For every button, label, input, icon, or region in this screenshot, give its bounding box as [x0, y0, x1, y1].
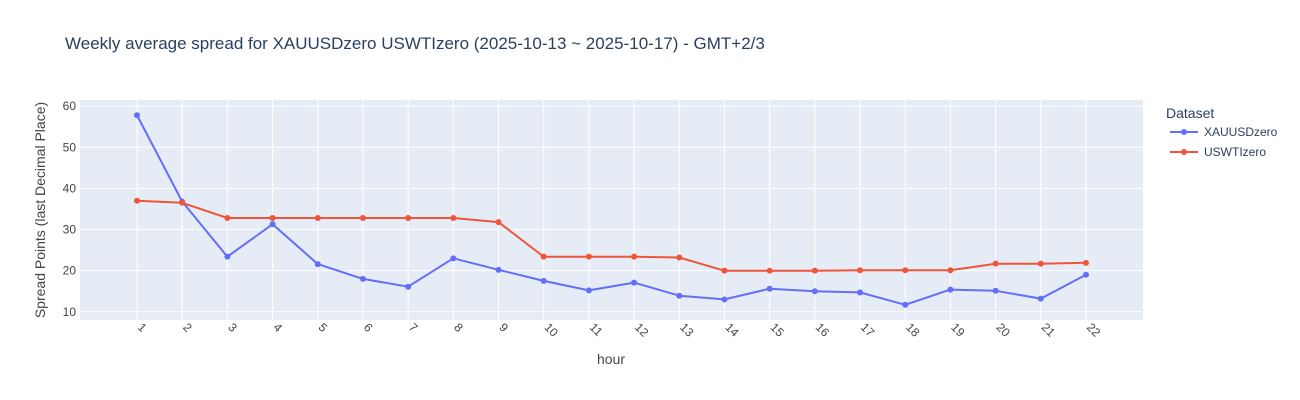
data-point[interactable] — [495, 266, 502, 273]
x-tick-label: 3 — [225, 320, 240, 335]
data-point[interactable] — [314, 215, 321, 222]
data-point[interactable] — [721, 296, 728, 303]
data-point[interactable] — [947, 286, 954, 293]
y-axis-title: Spread Points (last Decimal Place) — [32, 102, 48, 318]
data-point[interactable] — [766, 267, 773, 274]
data-point[interactable] — [992, 287, 999, 294]
data-point[interactable] — [947, 267, 954, 274]
x-tick-label: 11 — [587, 320, 606, 339]
legend[interactable]: Dataset XAUUSDzero USWTIzero — [1166, 105, 1278, 159]
data-point[interactable] — [495, 219, 502, 226]
data-point[interactable] — [721, 267, 728, 274]
x-tick-label: 5 — [316, 320, 331, 335]
data-point[interactable] — [857, 289, 864, 296]
plot-area — [80, 100, 1143, 320]
x-tick-label: 14 — [722, 320, 742, 340]
data-point[interactable] — [405, 215, 412, 222]
data-point[interactable] — [676, 292, 683, 299]
x-tick-label: 9 — [496, 320, 511, 335]
legend-label: XAUUSDzero — [1204, 125, 1278, 139]
legend-title: Dataset — [1166, 105, 1214, 121]
series-line[interactable] — [136, 114, 1087, 306]
x-axis-title: hour — [597, 351, 625, 367]
series-layer — [134, 112, 1089, 308]
x-tick-label: 12 — [632, 320, 652, 340]
x-tick-label: 21 — [1039, 320, 1059, 340]
y-tick-label: 30 — [63, 223, 77, 237]
legend-item[interactable]: USWTIzero — [1170, 145, 1266, 159]
data-point[interactable] — [902, 267, 909, 274]
data-point[interactable] — [766, 285, 773, 292]
data-point[interactable] — [676, 254, 683, 261]
legend-swatch-marker — [1181, 129, 1187, 135]
y-tick-label: 40 — [63, 181, 77, 195]
data-point[interactable] — [269, 221, 276, 228]
series-line[interactable] — [136, 199, 1087, 272]
series-XAUUSDzero[interactable] — [134, 112, 1089, 308]
data-point[interactable] — [540, 253, 547, 260]
x-tick-label: 7 — [406, 320, 421, 335]
data-point[interactable] — [902, 301, 909, 308]
data-point[interactable] — [450, 215, 457, 222]
data-point[interactable] — [1083, 259, 1089, 266]
x-tick-label: 15 — [768, 320, 788, 340]
x-axis-ticks: 1 2 3 4 5 6 7 8 9 10 11 12 13 14 15 16 17 18 19 20 21 22 — [135, 320, 1104, 340]
x-tick-label: 8 — [451, 320, 466, 335]
data-point[interactable] — [134, 112, 140, 119]
data-point[interactable] — [314, 261, 321, 268]
data-point[interactable] — [631, 253, 638, 260]
data-point[interactable] — [1037, 295, 1044, 302]
x-tick-label: 20 — [993, 320, 1013, 340]
data-point[interactable] — [585, 287, 592, 294]
data-point[interactable] — [359, 215, 366, 222]
data-point[interactable] — [811, 267, 818, 274]
data-point[interactable] — [359, 275, 366, 282]
data-point[interactable] — [811, 288, 818, 295]
data-point[interactable] — [134, 197, 140, 204]
y-tick-label: 50 — [63, 140, 77, 154]
data-point[interactable] — [585, 253, 592, 260]
x-tick-label: 10 — [542, 320, 562, 340]
x-tick-label: 22 — [1084, 320, 1104, 340]
x-tick-label: 17 — [858, 320, 878, 340]
x-tick-label: 16 — [813, 320, 833, 340]
x-tick-label: 18 — [903, 320, 923, 340]
data-point[interactable] — [857, 267, 864, 274]
x-tick-label: 2 — [180, 320, 195, 335]
series-USWTIzero[interactable] — [134, 197, 1089, 274]
y-tick-label: 60 — [63, 99, 77, 113]
data-point[interactable] — [224, 215, 231, 222]
data-point[interactable] — [631, 279, 638, 286]
data-point[interactable] — [450, 255, 457, 262]
data-point[interactable] — [540, 277, 547, 284]
x-tick-label: 19 — [948, 320, 968, 340]
data-point[interactable] — [1037, 260, 1044, 267]
y-tick-label: 20 — [63, 264, 77, 278]
x-tick-label: 6 — [361, 320, 376, 335]
x-tick-label: 13 — [677, 320, 697, 340]
x-tick-label: 1 — [135, 320, 150, 335]
x-tick-label: 4 — [270, 320, 285, 335]
grid-lines — [80, 100, 1143, 320]
y-tick-label: 10 — [63, 305, 77, 319]
legend-swatch-marker — [1181, 149, 1187, 155]
data-point[interactable] — [224, 253, 231, 260]
data-point[interactable] — [269, 215, 276, 222]
y-axis-ticks: 10 20 30 40 50 60 — [63, 99, 77, 319]
data-point[interactable] — [1083, 271, 1089, 278]
legend-item[interactable]: XAUUSDzero — [1170, 125, 1278, 139]
data-point[interactable] — [992, 260, 999, 267]
legend-label: USWTIzero — [1204, 145, 1266, 159]
chart-title: Weekly average spread for XAUUSDzero USW… — [65, 34, 765, 53]
data-point[interactable] — [179, 199, 186, 206]
data-point[interactable] — [405, 283, 412, 290]
